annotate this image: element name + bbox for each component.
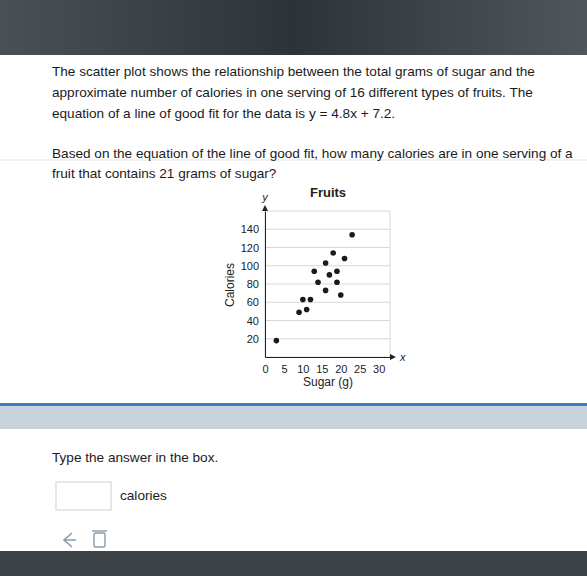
y-tick-label: 120 xyxy=(241,242,259,254)
y-axis: 20 40 60 80 100 120 140 xyxy=(241,212,266,358)
x-tick: 25 xyxy=(354,357,366,375)
point xyxy=(311,268,317,274)
y-axis-line xyxy=(265,212,266,358)
question-text: equation of a line of good fit for the d… xyxy=(52,106,395,121)
y-symbol: y xyxy=(261,191,269,203)
separator-line xyxy=(0,403,587,406)
page: The scatter plot shows the relationship … xyxy=(0,0,587,576)
delete-button[interactable] xyxy=(92,531,107,547)
question-text: The scatter plot shows the relationship … xyxy=(52,64,535,79)
undo-button[interactable] xyxy=(64,533,76,547)
points xyxy=(274,232,355,343)
point xyxy=(323,288,329,294)
answer-card xyxy=(0,429,587,551)
point xyxy=(296,309,302,315)
y-tick-label: 20 xyxy=(247,333,259,345)
point xyxy=(315,279,321,285)
instruction: Type the answer in the box. xyxy=(52,450,218,465)
grid-line xyxy=(265,284,390,285)
x-tick: 0 xyxy=(262,357,268,375)
x-axis-line xyxy=(266,357,391,358)
y-tick-label: 80 xyxy=(247,278,259,290)
x-axis-title: Sugar (g) xyxy=(303,375,353,389)
x-tick: 20 xyxy=(335,357,347,375)
y-tick: 80 xyxy=(247,278,265,290)
point xyxy=(274,338,280,344)
y-tick: 100 xyxy=(241,260,265,272)
question-card xyxy=(0,55,587,405)
x-tick: 15 xyxy=(316,357,328,375)
grid-line xyxy=(265,247,390,248)
point xyxy=(327,272,333,278)
point xyxy=(349,232,355,238)
question-text: Based on the equation of the line of goo… xyxy=(52,146,573,161)
background-bottom xyxy=(0,551,587,576)
question-text: approximate number of calories in one se… xyxy=(52,85,533,100)
x-tick-label: 20 xyxy=(335,363,347,375)
grid-line xyxy=(265,320,390,321)
x-tick: 30 xyxy=(373,357,385,375)
separator xyxy=(0,405,587,429)
point xyxy=(300,297,306,303)
y-arrow xyxy=(262,205,268,211)
x-tick-label: 0 xyxy=(262,363,268,375)
point xyxy=(342,256,348,262)
y-tick-label: 100 xyxy=(241,260,259,272)
y-axis-title: Calories xyxy=(223,263,237,307)
y-tick-label: 140 xyxy=(241,223,259,235)
point xyxy=(334,279,340,285)
trash-body[interactable] xyxy=(94,533,105,547)
y-tick: 120 xyxy=(241,242,265,254)
chart-title: Fruits xyxy=(310,185,346,200)
x-tick: 10 xyxy=(297,357,309,375)
trash-lid[interactable] xyxy=(92,530,107,531)
point xyxy=(338,292,344,298)
x-tick-label: 5 xyxy=(281,363,287,375)
unit-label: calories xyxy=(120,488,167,503)
grid-line xyxy=(265,302,390,303)
x-axis: 0 5 10 15 20 25 30 xyxy=(262,357,390,375)
chart: Fruits 0 5 10 15 20 25 30 20 40 60 80 100 120 140 x y Sug… xyxy=(223,185,406,389)
x-arrow xyxy=(390,354,396,360)
point xyxy=(330,250,336,256)
grid-line xyxy=(265,338,390,339)
y-tick-label: 40 xyxy=(247,315,259,327)
y-tick: 40 xyxy=(247,315,265,327)
point xyxy=(323,260,329,266)
question-text: fruit that contains 21 grams of sugar? xyxy=(52,166,277,181)
answer-input[interactable] xyxy=(56,482,111,510)
x-tick-label: 30 xyxy=(373,363,385,375)
x-symbol: x xyxy=(399,351,406,363)
x-tick-label: 10 xyxy=(297,363,309,375)
x-tick: 5 xyxy=(281,357,287,375)
point xyxy=(334,268,340,274)
y-tick: 60 xyxy=(247,296,265,308)
grid-line xyxy=(265,229,390,230)
y-tick-label: 60 xyxy=(247,296,259,308)
point xyxy=(308,297,314,303)
grid-line xyxy=(265,265,390,266)
plot-frame xyxy=(265,211,390,357)
y-tick: 140 xyxy=(241,223,265,235)
y-tick: 20 xyxy=(247,333,265,345)
point xyxy=(304,307,310,313)
x-tick-label: 15 xyxy=(316,363,328,375)
x-tick-label: 25 xyxy=(354,363,366,375)
background-photo xyxy=(0,0,587,60)
